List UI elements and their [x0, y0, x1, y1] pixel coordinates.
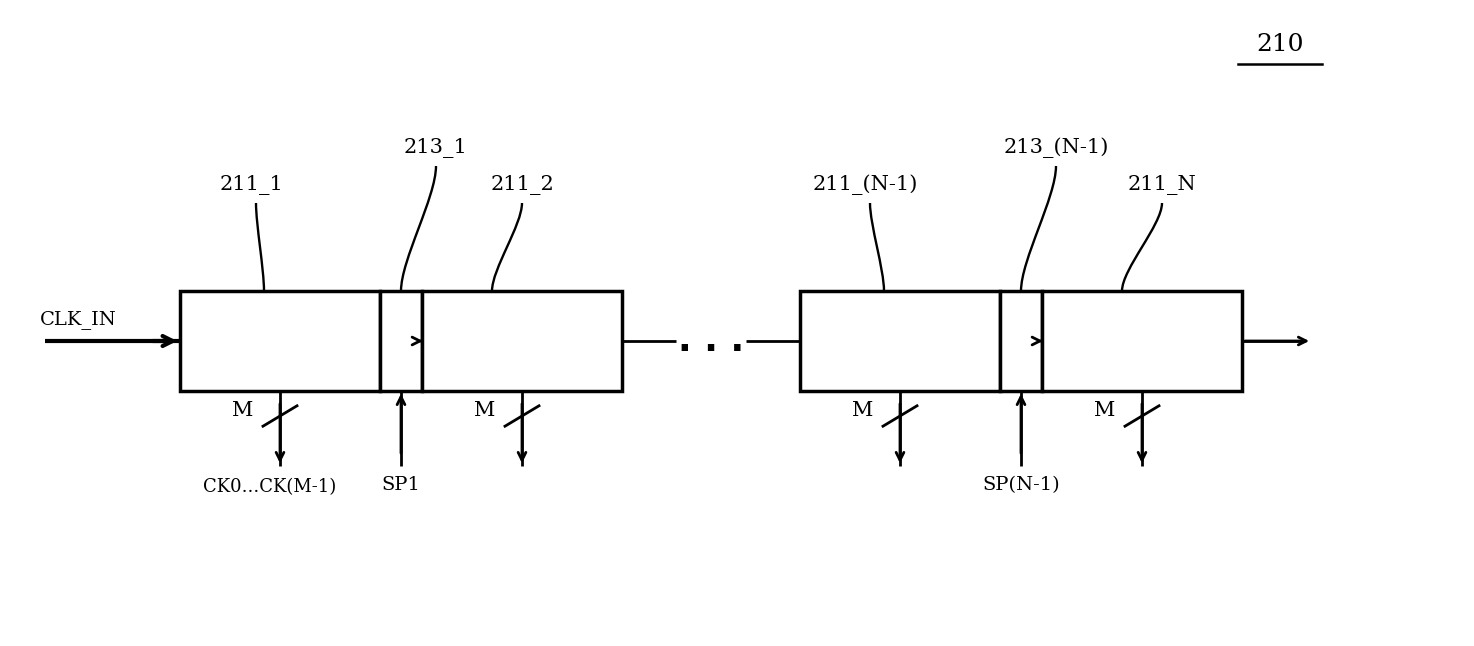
Bar: [999, 291, 1042, 391]
Text: M: M: [852, 402, 873, 421]
Text: 211_1: 211_1: [220, 175, 283, 195]
Text: CLK_IN: CLK_IN: [40, 310, 116, 329]
Text: 213_(N-1): 213_(N-1): [1004, 138, 1108, 158]
Text: 211_(N-1): 211_(N-1): [812, 174, 918, 195]
Text: 210: 210: [1256, 33, 1303, 56]
Text: M: M: [473, 402, 495, 421]
Bar: [800, 291, 999, 391]
Bar: [380, 291, 422, 391]
Text: 211_2: 211_2: [491, 175, 554, 195]
Bar: [180, 291, 380, 391]
Text: SP1: SP1: [382, 476, 420, 494]
Text: CK0...CK(M-1): CK0...CK(M-1): [203, 478, 336, 496]
Bar: [1042, 291, 1243, 391]
Bar: [422, 291, 622, 391]
Text: 211_N: 211_N: [1128, 175, 1197, 195]
Text: 213_1: 213_1: [404, 138, 467, 158]
Text: M: M: [231, 402, 254, 421]
Text: SP(N-1): SP(N-1): [982, 476, 1060, 494]
Text: M: M: [1094, 402, 1114, 421]
Text: . . .: . . .: [678, 324, 744, 358]
